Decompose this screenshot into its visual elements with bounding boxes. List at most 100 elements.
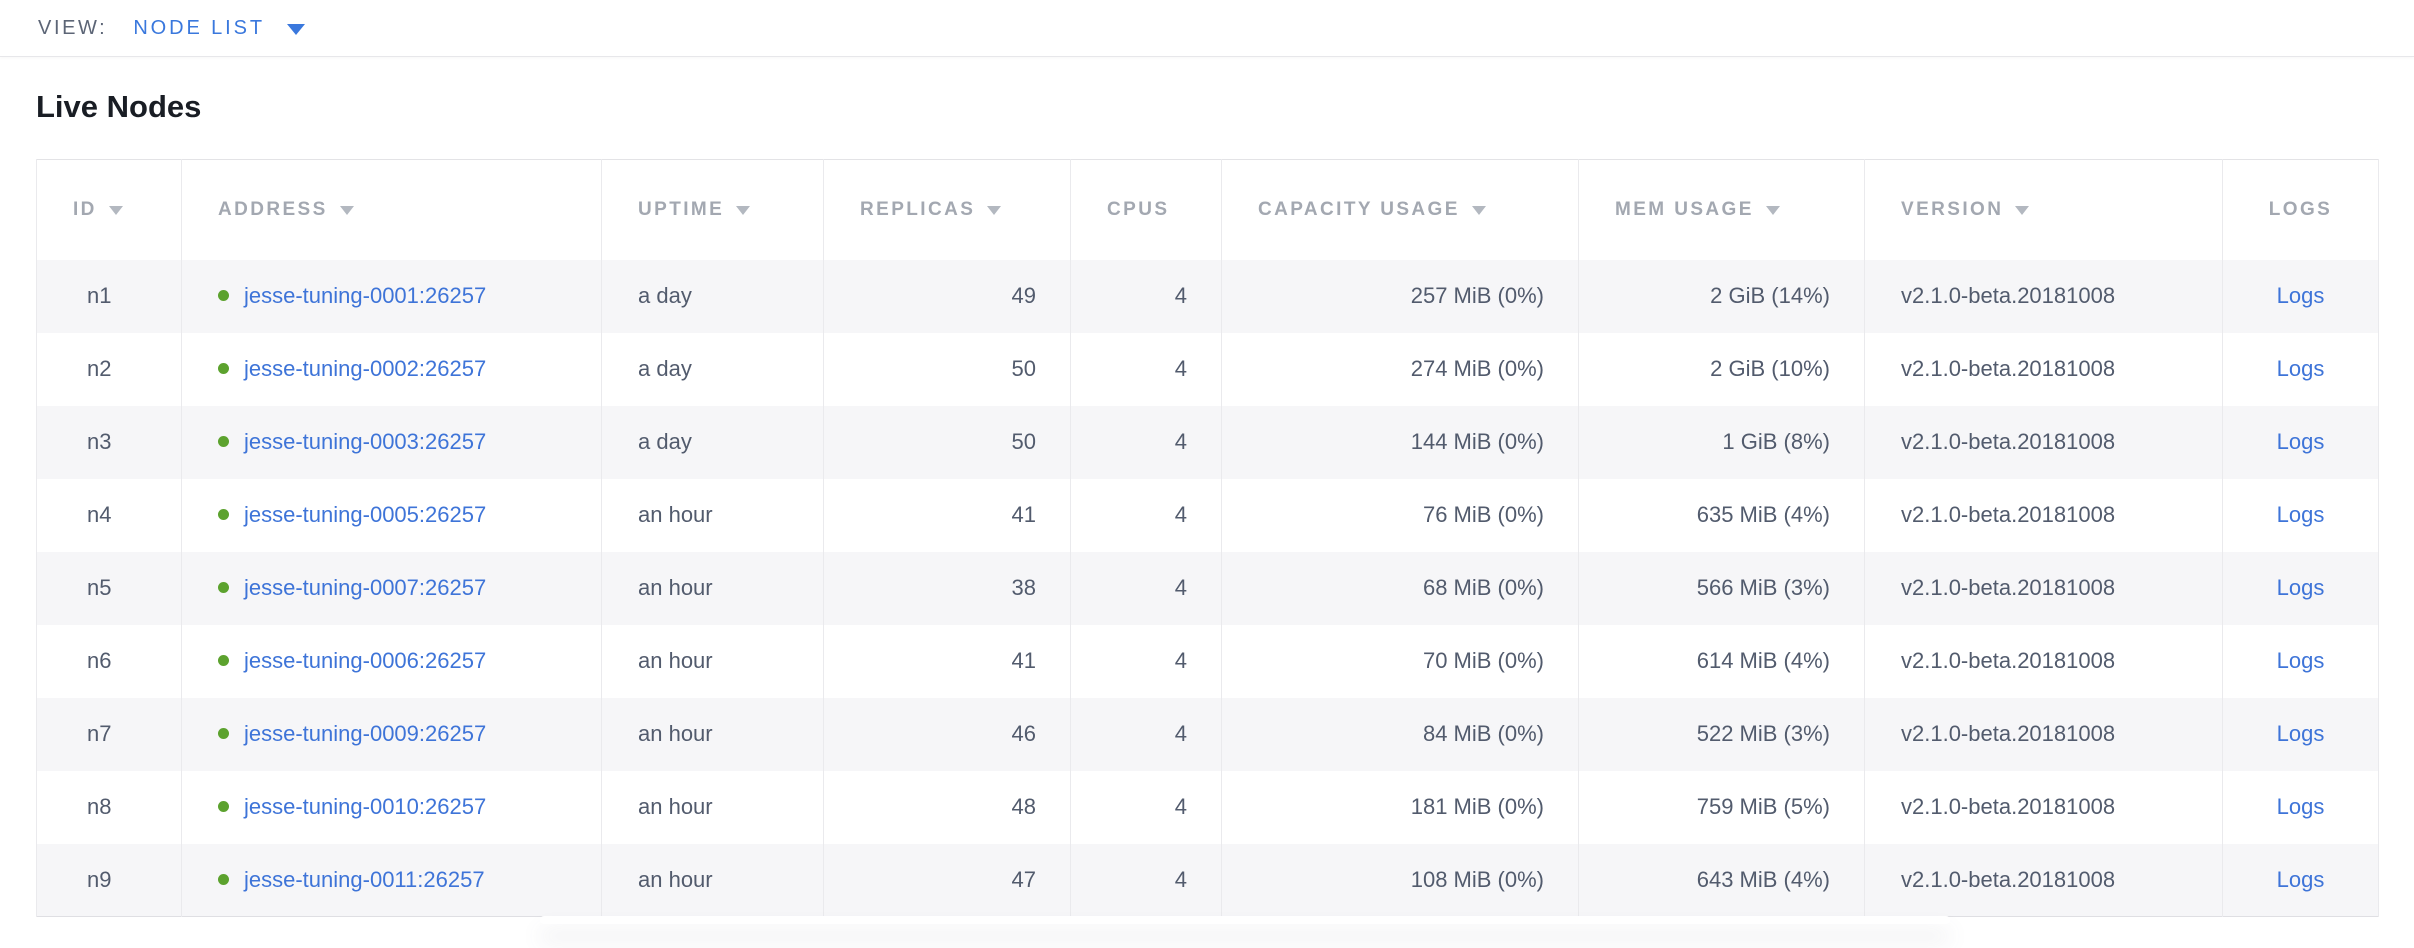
sort-desc-icon <box>987 205 1002 215</box>
cell-capacity: 76 MiB (0%) <box>1221 478 1579 552</box>
node-address-link[interactable]: jesse-tuning-0001:26257 <box>244 283 487 308</box>
cell-capacity: 257 MiB (0%) <box>1221 259 1579 333</box>
sort-desc-icon <box>2015 205 2030 215</box>
live-status-dot <box>218 873 229 885</box>
node-address-link[interactable]: jesse-tuning-0002:26257 <box>244 356 487 381</box>
cell-version: v2.1.0-beta.20181008 <box>1864 259 2223 333</box>
sort-desc-icon <box>736 205 751 215</box>
table-body: n1 jesse-tuning-0001:26257 a day 49 4 257 MiB… <box>36 259 2379 917</box>
column-header-id[interactable]: ID <box>36 159 182 260</box>
cell-version: v2.1.0-beta.20181008 <box>1864 624 2223 698</box>
cell-id: n1 <box>36 259 182 333</box>
cell-logs: Logs <box>2222 843 2379 917</box>
cell-capacity: 181 MiB (0%) <box>1221 770 1579 844</box>
column-header-label: CAPACITY USAGE <box>1258 198 1460 220</box>
cell-replicas: 50 <box>823 405 1071 479</box>
node-address-link[interactable]: jesse-tuning-0010:26257 <box>244 794 487 819</box>
cell-id: n7 <box>36 697 182 771</box>
cell-capacity: 68 MiB (0%) <box>1221 551 1579 625</box>
logs-link[interactable]: Logs <box>2276 283 2325 308</box>
cell-capacity: 274 MiB (0%) <box>1221 332 1579 406</box>
cell-uptime: an hour <box>601 478 824 552</box>
column-header-capacity[interactable]: CAPACITY USAGE <box>1221 159 1579 260</box>
logs-link[interactable]: Logs <box>2276 575 2325 600</box>
cell-capacity: 70 MiB (0%) <box>1221 624 1579 698</box>
table-row: n5 jesse-tuning-0007:26257 an hour 38 4 68 Mi… <box>36 551 2379 625</box>
cell-address: jesse-tuning-0006:26257 <box>181 624 602 698</box>
cell-logs: Logs <box>2222 332 2379 406</box>
column-header-replicas[interactable]: REPLICAS <box>823 159 1071 260</box>
column-header-label: ID <box>73 198 97 220</box>
cell-cpus: 4 <box>1070 624 1222 698</box>
live-status-dot <box>218 509 229 520</box>
chevron-down-icon <box>287 23 305 35</box>
cell-version: v2.1.0-beta.20181008 <box>1864 697 2223 771</box>
column-header-label: REPLICAS <box>860 198 976 220</box>
cell-mem: 566 MiB (3%) <box>1578 551 1865 625</box>
cell-capacity: 144 MiB (0%) <box>1221 405 1579 479</box>
cell-mem: 635 MiB (4%) <box>1578 478 1865 552</box>
cell-mem: 522 MiB (3%) <box>1578 697 1865 771</box>
logs-link[interactable]: Logs <box>2276 794 2325 819</box>
cell-mem: 2 GiB (10%) <box>1578 332 1865 406</box>
cell-id: n3 <box>36 405 182 479</box>
live-nodes-table: ID ADDRESS UPTIME REPLICAS CPUS CAPACITY USAG… <box>36 159 2379 917</box>
cell-id: n5 <box>36 551 182 625</box>
cell-address: jesse-tuning-0007:26257 <box>181 551 602 625</box>
cell-version: v2.1.0-beta.20181008 <box>1864 843 2223 917</box>
table-header-row: ID ADDRESS UPTIME REPLICAS CPUS CAPACITY USAG… <box>36 159 2379 260</box>
cell-version: v2.1.0-beta.20181008 <box>1864 478 2223 552</box>
column-header-label: MEM USAGE <box>1615 198 1754 220</box>
node-address-link[interactable]: jesse-tuning-0006:26257 <box>244 648 487 673</box>
table-row: n1 jesse-tuning-0001:26257 a day 49 4 257 MiB… <box>36 259 2379 333</box>
node-address-link[interactable]: jesse-tuning-0011:26257 <box>244 866 485 892</box>
cell-replicas: 38 <box>823 551 1071 625</box>
table-row: n6 jesse-tuning-0006:26257 an hour 41 4 70 Mi… <box>36 624 2379 698</box>
column-header-address[interactable]: ADDRESS <box>181 159 602 260</box>
column-header-mem[interactable]: MEM USAGE <box>1578 159 1865 260</box>
cell-logs: Logs <box>2222 478 2379 552</box>
node-address-link[interactable]: jesse-tuning-0005:26257 <box>244 502 487 527</box>
cell-uptime: an hour <box>601 843 824 917</box>
column-header-cpus: CPUS <box>1070 159 1222 260</box>
cell-logs: Logs <box>2222 259 2379 333</box>
logs-link[interactable]: Logs <box>2276 866 2325 892</box>
cell-logs: Logs <box>2222 405 2379 479</box>
column-header-version[interactable]: VERSION <box>1864 159 2223 260</box>
page-title: Live Nodes <box>36 89 202 124</box>
live-status-dot <box>218 436 229 447</box>
logs-link[interactable]: Logs <box>2276 502 2325 527</box>
logs-link[interactable]: Logs <box>2276 721 2325 746</box>
live-status-dot <box>218 582 229 593</box>
cell-uptime: an hour <box>601 770 824 844</box>
cell-cpus: 4 <box>1070 551 1222 625</box>
cell-version: v2.1.0-beta.20181008 <box>1864 770 2223 844</box>
cell-id: n2 <box>36 332 182 406</box>
cell-cpus: 4 <box>1070 843 1222 917</box>
cell-replicas: 41 <box>823 478 1071 552</box>
node-address-link[interactable]: jesse-tuning-0007:26257 <box>244 575 487 600</box>
cell-mem: 643 MiB (4%) <box>1578 843 1865 917</box>
cell-uptime: a day <box>601 405 824 479</box>
node-address-link[interactable]: jesse-tuning-0009:26257 <box>244 721 487 746</box>
cell-address: jesse-tuning-0011:26257 <box>181 843 602 917</box>
cell-address: jesse-tuning-0005:26257 <box>181 478 602 552</box>
cell-id: n6 <box>36 624 182 698</box>
view-selector-dropdown[interactable]: NODE LIST <box>133 17 305 40</box>
node-address-link[interactable]: jesse-tuning-0003:26257 <box>244 429 487 454</box>
cell-cpus: 4 <box>1070 478 1222 552</box>
cell-mem: 614 MiB (4%) <box>1578 624 1865 698</box>
column-header-uptime[interactable]: UPTIME <box>601 159 824 260</box>
view-label: VIEW: <box>38 16 108 39</box>
cell-replicas: 47 <box>823 843 1071 917</box>
cell-cpus: 4 <box>1070 259 1222 333</box>
logs-link[interactable]: Logs <box>2276 429 2325 454</box>
cell-logs: Logs <box>2222 697 2379 771</box>
logs-link[interactable]: Logs <box>2276 356 2325 381</box>
table-row: n2 jesse-tuning-0002:26257 a day 50 4 274 MiB… <box>36 332 2379 406</box>
logs-link[interactable]: Logs <box>2276 648 2325 673</box>
live-nodes-section: Live Nodes ID ADDRESS UPTIME REPLICAS CPUS CA… <box>0 57 2414 917</box>
sort-desc-icon <box>339 205 354 215</box>
column-header-label: CPUS <box>1107 198 1170 220</box>
view-topbar: VIEW: NODE LIST <box>0 0 2414 57</box>
